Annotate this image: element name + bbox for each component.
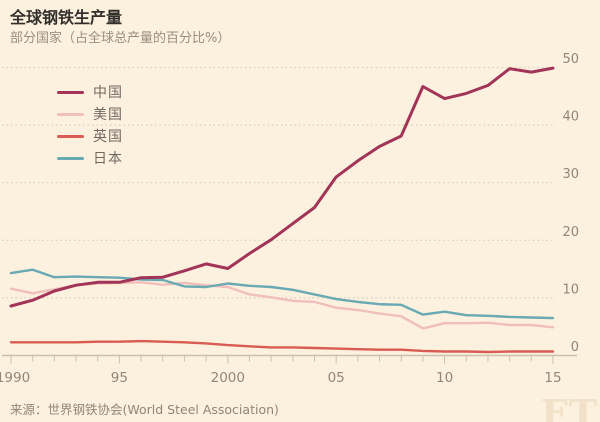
y-tick-label: 20 [562,225,579,240]
legend-item-1: 中国 [57,81,123,103]
legend-swatch [57,134,84,138]
series-line-1 [9,66,555,308]
x-tick-label: 05 [328,370,345,386]
x-tick-label: 10 [436,370,453,386]
x-tick-label: 15 [544,370,561,386]
y-tick-label: 40 [562,110,579,125]
x-tick-label: 95 [111,370,128,386]
ft-logo: FT [540,391,598,422]
y-tick-label: 10 [562,282,579,297]
chart-title: 全球钢铁生产量 [10,8,123,27]
legend-item-2: 美国 [57,103,123,125]
legend-label: 中国 [93,85,123,101]
y-tick-label: 30 [562,167,579,182]
x-tick-label: 2000 [211,370,245,386]
series-line-4 [9,268,555,320]
chart-legend: 中国 美国 英国 日本 [57,81,123,169]
series-line-3 [9,339,555,354]
chart-subtitle: 部分国家（占全球总产量的百分比%） [10,31,231,46]
legend-label: 美国 [93,107,123,123]
legend-item-4: 日本 [57,147,123,169]
y-tick-label: 0 [571,340,579,355]
source-note: 来源：世界钢铁协会(World Steel Association) [10,402,279,417]
legend-item-3: 英国 [57,125,123,147]
legend-swatch [57,90,84,94]
legend-swatch [57,112,84,116]
x-tick-label: 1990 [0,370,30,386]
legend-label: 英国 [93,129,123,145]
legend-label: 日本 [93,151,123,167]
legend-swatch [57,156,84,160]
y-tick-label: 50 [562,52,579,67]
